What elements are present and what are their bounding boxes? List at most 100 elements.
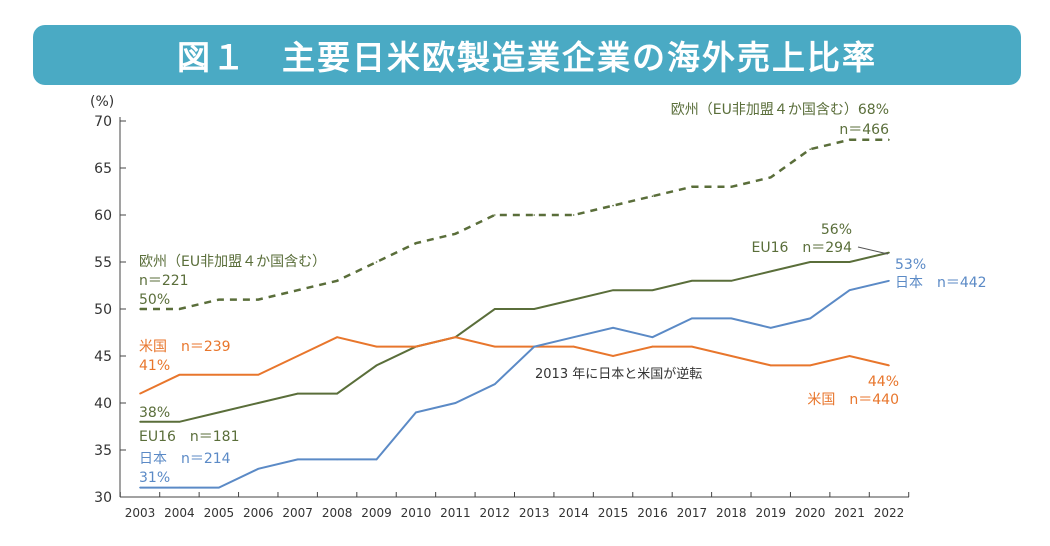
us-end-pct: 44% <box>868 374 899 390</box>
data-point <box>257 374 260 376</box>
data-point <box>888 364 890 367</box>
data-point <box>612 204 614 207</box>
data-point <box>651 345 654 348</box>
x-tick-label: 2018 <box>716 506 747 520</box>
data-point <box>769 176 772 179</box>
data-point <box>888 139 890 141</box>
data-point <box>178 308 181 310</box>
data-point <box>572 336 575 339</box>
data-point <box>769 364 772 367</box>
x-tick-label: 2022 <box>874 506 905 520</box>
x-tick-label: 2011 <box>440 506 471 520</box>
data-point <box>336 458 338 461</box>
data-point <box>848 261 851 263</box>
data-point <box>730 186 733 188</box>
series-line-3 <box>140 279 890 489</box>
data-point <box>296 458 299 461</box>
series-line-1 <box>140 251 890 423</box>
jp-start-pct: 31% <box>139 470 170 486</box>
y-tick-label: 40 <box>94 396 112 412</box>
y-tick-label: 50 <box>94 302 112 318</box>
x-tick-label: 2008 <box>322 506 353 520</box>
data-point <box>257 468 260 470</box>
data-point <box>730 317 733 320</box>
data-point <box>296 392 299 395</box>
data-point <box>415 242 417 244</box>
jp-end-label: 日本 n＝442 <box>895 275 987 291</box>
data-point <box>888 251 890 254</box>
eu16-leader-line <box>857 246 889 255</box>
y-tick-label: 65 <box>94 161 112 177</box>
series-line-2 <box>139 336 890 395</box>
data-point <box>178 486 181 489</box>
data-point <box>809 261 811 263</box>
chart-title: 図１ 主要日米欧製造業企業の海外売上比率 <box>177 38 877 77</box>
eu-start-name: 欧州（EU非加盟４か国含む） <box>139 254 326 270</box>
data-point <box>336 336 338 339</box>
data-point <box>612 355 614 357</box>
annotations: (%) 欧州（EU非加盟４か国含む） n＝221 50% 欧州（EU非加盟４か国… <box>90 94 987 486</box>
data-point <box>533 345 536 348</box>
data-point <box>178 421 181 423</box>
data-point <box>691 280 693 282</box>
data-point <box>218 374 220 376</box>
y-tick-label: 55 <box>94 255 112 271</box>
x-tick-label: 2014 <box>558 506 589 520</box>
data-point <box>415 411 417 414</box>
y-tick-label: 60 <box>94 208 112 224</box>
eu-end-n: n＝466 <box>839 122 889 138</box>
data-point <box>296 355 299 357</box>
x-tick-label: 2004 <box>164 506 195 520</box>
data-point <box>139 392 141 395</box>
series-lines <box>139 138 890 489</box>
y-axis-unit: (%) <box>90 94 114 110</box>
us-start-pct: 41% <box>139 358 170 374</box>
title-banner: 図１ 主要日米欧製造業企業の海外売上比率 <box>33 25 1021 85</box>
x-tick-label: 2017 <box>677 506 708 520</box>
x-tick-label: 2007 <box>282 506 313 520</box>
eu16-end-pct: 56% <box>821 222 852 238</box>
y-tick-label: 45 <box>94 349 112 365</box>
axes: 30 35 40 45 50 55 60 65 70 2003 2004 2005 2006 2007 20… <box>94 114 910 520</box>
data-point <box>296 289 299 292</box>
x-tick-label: 2013 <box>519 506 550 520</box>
x-tick-label: 2016 <box>637 506 668 520</box>
x-tick-label: 2006 <box>243 506 274 520</box>
data-point <box>848 289 851 292</box>
data-point <box>493 383 496 386</box>
data-point <box>651 195 654 197</box>
x-tick-label: 2009 <box>361 506 392 520</box>
eu16-start-label: EU16 n＝181 <box>139 429 240 445</box>
data-point <box>178 374 181 376</box>
data-point <box>651 336 654 339</box>
data-point <box>454 233 457 235</box>
data-point <box>375 345 378 348</box>
y-tick-label: 70 <box>94 114 112 130</box>
x-tick-label: 2015 <box>598 506 629 520</box>
data-point <box>730 280 733 282</box>
x-tick-label: 2020 <box>795 506 826 520</box>
data-point <box>336 280 338 282</box>
data-point <box>533 308 536 310</box>
data-point <box>730 355 733 357</box>
us-start-label: 米国 n＝239 <box>139 339 231 355</box>
data-point <box>218 486 220 489</box>
x-tick-label: 2021 <box>834 506 865 520</box>
data-point <box>454 336 457 339</box>
data-point <box>257 298 260 301</box>
data-point <box>375 364 378 367</box>
y-tick-label: 35 <box>94 443 112 459</box>
data-point <box>415 345 417 348</box>
x-tick-label: 2019 <box>755 506 786 520</box>
data-point <box>809 364 811 367</box>
eu-start-n: n＝221 <box>139 273 189 289</box>
data-point <box>888 280 890 282</box>
eu16-start-pct: 38% <box>139 405 170 421</box>
y-tick-label: 30 <box>94 490 112 506</box>
data-point <box>375 458 378 461</box>
data-point <box>139 308 141 310</box>
data-point <box>769 327 772 329</box>
series-line-0 <box>140 138 889 311</box>
data-point <box>651 289 654 292</box>
jp-end-pct: 53% <box>895 257 926 273</box>
